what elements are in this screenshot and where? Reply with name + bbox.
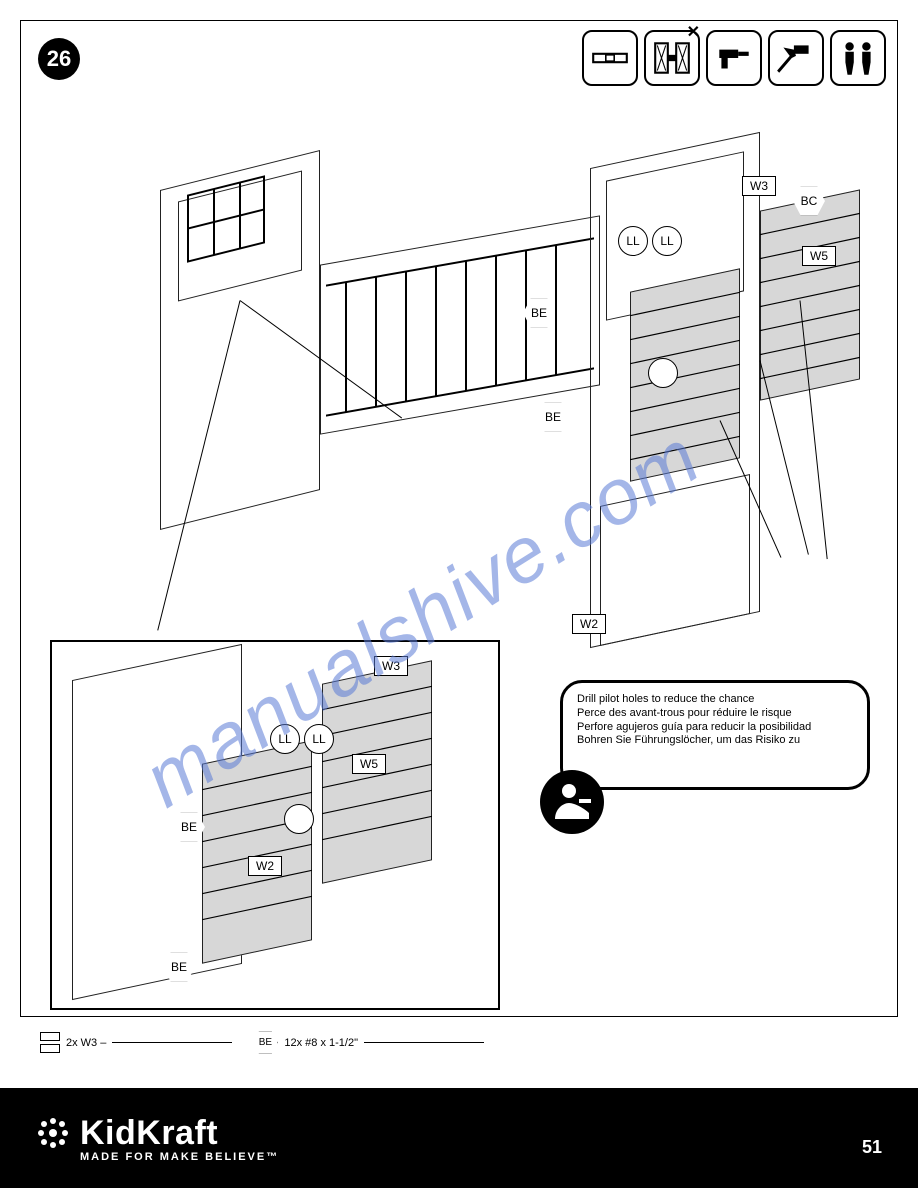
callout-hex: BE <box>172 812 206 842</box>
callout-label: BE <box>545 410 561 424</box>
callout-rect: W5 <box>802 246 836 266</box>
callout-rect: W2 <box>248 856 282 876</box>
pilot-hole-warning: Drill pilot holes to reduce the chance P… <box>560 680 870 790</box>
callout-circle: LL <box>652 226 682 256</box>
drill-icon <box>706 30 762 86</box>
callout-label: BE <box>171 960 187 974</box>
page-number: 51 <box>862 1137 882 1158</box>
callout-hex: BE <box>522 298 556 328</box>
brand-logo-icon <box>36 1116 70 1150</box>
main-assembly-diagram <box>120 110 840 640</box>
hardware-label: 12x #8 x 1-1/2" <box>284 1037 358 1049</box>
warning-line: Perce des avant-trous pour réduire le ri… <box>577 707 853 721</box>
hammer-icon <box>768 30 824 86</box>
hardware-divider <box>112 1042 232 1043</box>
callout-circle <box>648 358 678 388</box>
callout-label: W3 <box>382 659 400 673</box>
panel-pair-icon <box>40 1032 60 1053</box>
brand-tagline: MADE FOR MAKE BELIEVE™ <box>80 1151 279 1163</box>
screw-hex-icon: BE <box>252 1031 278 1054</box>
callout-hex: BE <box>536 402 570 432</box>
warning-line: Perfore agujeros guía para reducir la po… <box>577 721 853 735</box>
callout-label: BE <box>181 820 197 834</box>
callout-circle <box>284 804 314 834</box>
brand-block: KidKraft MADE FOR MAKE BELIEVE™ <box>36 1114 279 1163</box>
hardware-label: 2x W3 – <box>66 1037 106 1049</box>
callout-rect: W3 <box>374 656 408 676</box>
warning-line: Bohren Sie Führungslöcher, um das Risiko… <box>577 734 853 748</box>
callout-rect: W3 <box>742 176 776 196</box>
page-footer: KidKraft MADE FOR MAKE BELIEVE™ 51 <box>0 1088 918 1188</box>
two-people-icon <box>830 30 886 86</box>
step-number-badge: 26 <box>38 38 80 80</box>
callout-label: W3 <box>750 179 768 193</box>
hardware-list: 2x W3 – BE 12x #8 x 1-1/2" <box>20 1016 898 1068</box>
detail-inset: W3 W5 W2 BE BE LL LL <box>50 640 500 1010</box>
no-overtighten-icon: ✕ <box>644 30 700 86</box>
callout-rect: W2 <box>572 614 606 634</box>
warning-line: Drill pilot holes to reduce the chance <box>577 693 853 707</box>
hardware-item: BE 12x #8 x 1-1/2" <box>252 1031 484 1054</box>
brand-name: KidKraft <box>80 1114 218 1153</box>
callout-circle: LL <box>618 226 648 256</box>
callout-label: LL <box>278 732 291 746</box>
step-number: 26 <box>47 46 71 72</box>
callout-label: W5 <box>360 757 378 771</box>
tool-icon-row: ✕ <box>582 30 886 86</box>
callout-label: W2 <box>256 859 274 873</box>
operator-icon <box>540 770 604 834</box>
callout-hex: BE <box>162 952 196 982</box>
callout-rect: W5 <box>352 754 386 774</box>
hardware-item: 2x W3 – <box>40 1032 232 1053</box>
callout-label: W5 <box>810 249 828 263</box>
callout-label: W2 <box>580 617 598 631</box>
hardware-divider <box>364 1042 484 1043</box>
callout-label: BE <box>531 306 547 320</box>
level-icon <box>582 30 638 86</box>
hardware-code: BE <box>259 1037 272 1048</box>
callout-label: LL <box>660 234 673 248</box>
callout-label: LL <box>626 234 639 248</box>
callout-hex: BC <box>792 186 826 216</box>
callout-label: LL <box>312 732 325 746</box>
callout-label: BC <box>801 194 818 208</box>
cross-mark-icon: ✕ <box>687 22 700 42</box>
callout-circle: LL <box>270 724 300 754</box>
callout-circle: LL <box>304 724 334 754</box>
